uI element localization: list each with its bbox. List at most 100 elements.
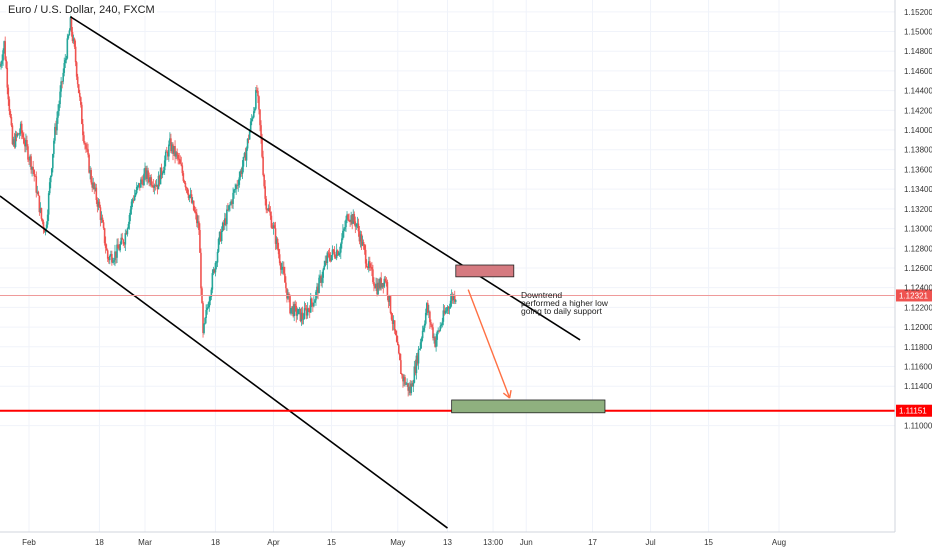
- candle-body: [174, 146, 176, 157]
- candle-body: [295, 305, 298, 316]
- candle-body: [301, 312, 304, 320]
- candle-body: [53, 140, 55, 154]
- candle-body: [364, 249, 367, 264]
- candle-body: [9, 111, 12, 118]
- candle-body: [190, 194, 193, 203]
- candle-body: [304, 308, 307, 309]
- candle-body: [234, 189, 236, 190]
- candle-body: [404, 377, 406, 385]
- candle-body: [70, 17, 73, 33]
- candle-body: [235, 184, 237, 190]
- y-tick-label: 1.13800: [904, 146, 932, 155]
- candle-body: [346, 214, 348, 220]
- candle-body: [78, 92, 81, 98]
- candle-body: [131, 199, 134, 202]
- candle-body: [430, 322, 432, 325]
- candle-body: [54, 126, 56, 141]
- x-tick-label: Jul: [645, 538, 655, 547]
- candle-body: [401, 374, 403, 376]
- candle-body: [148, 178, 150, 183]
- candle-body: [297, 309, 300, 315]
- candle-body: [222, 222, 225, 226]
- candle-body: [17, 133, 20, 135]
- candle-body: [389, 295, 392, 313]
- candle-body: [58, 104, 60, 111]
- candle-body: [139, 183, 141, 188]
- candle-body: [101, 217, 104, 223]
- candle-body: [171, 144, 173, 152]
- candle-body: [202, 303, 204, 333]
- candle-body: [75, 62, 78, 77]
- candle-body: [77, 84, 80, 93]
- candle-body: [198, 221, 200, 230]
- candle-body: [306, 308, 309, 316]
- candle-body: [7, 87, 10, 100]
- candle-body: [42, 221, 45, 229]
- candle-body: [73, 38, 76, 47]
- candle-body: [398, 345, 400, 354]
- candle-body: [194, 211, 197, 214]
- candle-body: [97, 201, 100, 207]
- candle-body: [61, 81, 63, 83]
- y-tick-label: 1.12800: [904, 244, 932, 253]
- candle-body: [81, 104, 83, 125]
- candle-body: [374, 285, 376, 289]
- candle-body: [221, 222, 224, 231]
- candle-body: [307, 308, 310, 310]
- candle-body: [145, 167, 147, 179]
- candle-body: [152, 185, 155, 188]
- candle-body: [191, 200, 194, 203]
- y-tick-label: 1.12600: [904, 264, 932, 273]
- candle-body: [444, 310, 447, 314]
- symbol-title: Euro / U.S. Dollar, 240, FXCM: [6, 4, 157, 16]
- candle-body: [141, 179, 143, 181]
- candle-body: [369, 261, 371, 268]
- candle-body: [238, 177, 241, 185]
- candle-body: [410, 383, 413, 394]
- candle-body: [45, 224, 48, 229]
- candle-body: [219, 231, 222, 242]
- candle-body: [452, 295, 455, 301]
- candle-body: [445, 310, 448, 312]
- candle-body: [200, 252, 202, 289]
- candle-body: [205, 310, 207, 319]
- candle-body: [442, 310, 445, 322]
- candle-body: [315, 291, 317, 301]
- candle-body: [196, 213, 198, 224]
- candle-body: [14, 133, 17, 147]
- candle-body: [0, 63, 2, 67]
- candle-body: [68, 30, 71, 36]
- candle-body: [179, 159, 182, 164]
- candle-body: [208, 300, 211, 308]
- candle-body: [415, 355, 418, 374]
- y-tick-label: 1.12200: [904, 303, 932, 312]
- y-tick-label: 1.11400: [904, 382, 932, 391]
- candle-body: [133, 195, 136, 201]
- candle-body: [43, 228, 46, 233]
- y-tick-label: 1.13400: [904, 185, 932, 194]
- candle-body: [231, 201, 233, 204]
- candle-body: [135, 186, 138, 193]
- candle-body: [355, 223, 358, 227]
- candle-body: [20, 123, 23, 134]
- candle-body: [272, 225, 275, 229]
- y-tick-label: 1.15200: [904, 8, 932, 17]
- candle-body: [367, 261, 370, 269]
- candle-body: [130, 201, 133, 210]
- candle-body: [113, 260, 115, 262]
- annotation-line-2: performed a higher low: [521, 298, 609, 308]
- candle-body: [359, 234, 362, 242]
- candle-body: [129, 209, 132, 215]
- candle-body: [26, 140, 28, 147]
- candle-body: [28, 159, 30, 161]
- candle-body: [82, 124, 84, 136]
- candle-body: [363, 245, 366, 250]
- candle-body: [178, 158, 181, 160]
- candle-body: [428, 311, 430, 313]
- candle-body: [31, 166, 33, 170]
- candle-body: [67, 35, 70, 39]
- candle-body: [256, 90, 258, 91]
